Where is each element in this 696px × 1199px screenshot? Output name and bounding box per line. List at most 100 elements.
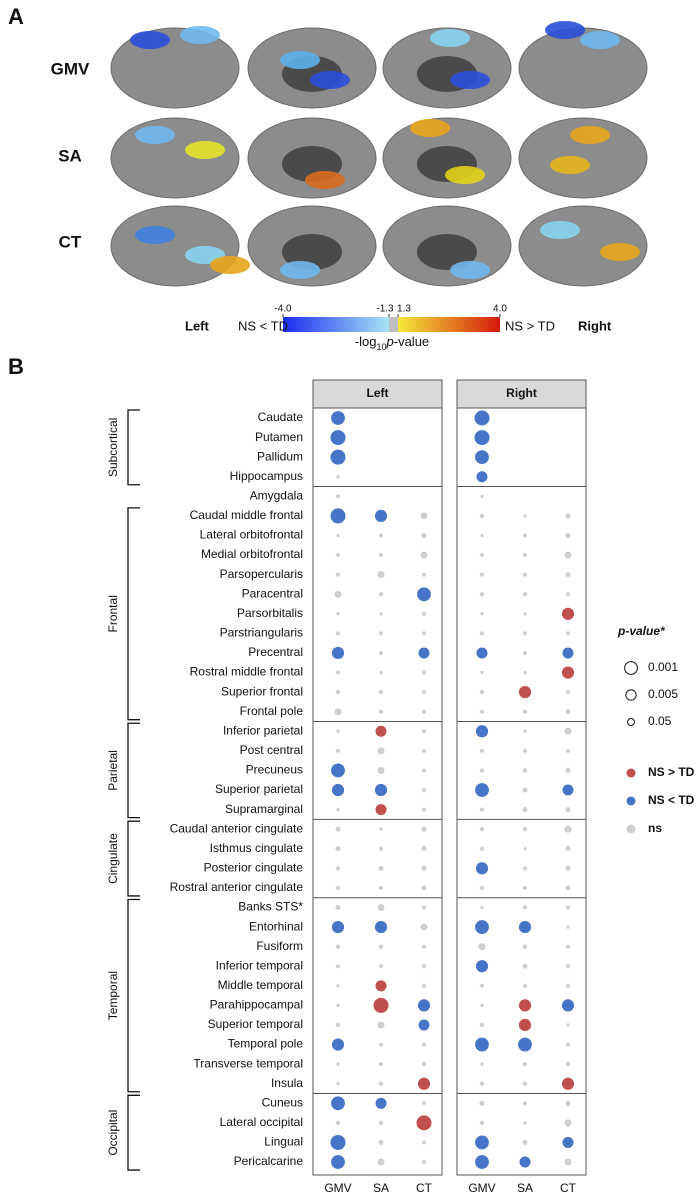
dot [375,804,387,816]
dot [336,1062,340,1066]
dot [480,1003,484,1008]
dot [565,709,571,715]
dot [377,747,385,755]
dot [518,999,532,1012]
dot [562,784,574,796]
legend-class-label: ns [648,821,662,835]
legend-swatch [626,824,636,834]
dot [330,430,346,446]
dot [479,827,485,832]
contrast-label: NS < TD [238,318,288,333]
facet-frame [456,407,587,1176]
dot [475,920,489,934]
dot [565,1042,571,1047]
dot [378,1120,384,1125]
dot [335,964,341,969]
legend-size-label: 0.005 [648,687,678,701]
region-label: Entorhinal [249,919,303,933]
dot [474,410,490,426]
dot [330,1134,346,1150]
dot [336,984,340,988]
dot [421,611,427,616]
dot [421,631,427,636]
dot [374,509,388,523]
dot [421,690,427,695]
group-bracket [127,507,140,721]
colorbar-neg [283,317,389,332]
dot [522,983,528,988]
dot [562,647,574,659]
dot [479,513,485,519]
region-label: Transverse temporal [193,1056,303,1070]
dot [522,827,528,832]
dot [561,999,575,1012]
dot [331,646,345,660]
dot [378,944,384,949]
brain-medial-wall [417,234,477,270]
dot [330,508,346,524]
dot [417,1077,431,1090]
dot [565,865,571,871]
dot [480,533,484,538]
colorbar-title-part: -log [355,334,377,349]
facet-header [312,379,443,409]
brain [110,205,240,287]
dot [522,572,528,577]
dot [379,670,383,675]
brain [518,117,648,199]
dot [377,571,385,579]
dot [336,612,340,616]
dot [518,686,532,699]
facet-frame [312,407,443,1176]
colorbar-title-part: 10 [377,342,387,352]
row-label: CT [59,232,82,251]
dot [479,885,485,891]
dot [375,1097,387,1109]
brain-patch [600,243,640,261]
brain-patch [210,256,250,274]
dot [420,512,428,520]
dot [565,592,571,597]
brain-patch [570,126,610,144]
dot [480,494,484,499]
dot [522,552,528,558]
brain-patch [310,71,350,89]
dot [522,1062,528,1067]
dot [564,1119,572,1127]
dot [522,963,528,969]
dot [420,923,428,931]
dot [374,783,388,797]
group-bracket [127,722,140,819]
dot [418,1019,430,1031]
region-label: Inferior temporal [216,958,303,972]
region-label: Superior temporal [208,1017,303,1031]
dot [335,748,341,753]
x-tick-label: CT [560,1181,577,1195]
dot [564,825,572,833]
group-label: Cingulate [106,833,120,884]
dot [335,904,341,911]
brain-patch [135,126,175,144]
dot [562,1136,574,1148]
region-label: Putamen [255,430,303,444]
legend-swatch [626,796,636,806]
dot [480,612,484,616]
dot [335,494,341,499]
dot [475,1155,489,1169]
dot [378,650,384,656]
brain-patch [280,51,320,69]
region-label: Lateral occipital [220,1115,303,1129]
group-label: Temporal [106,971,120,1020]
dot [522,1139,528,1146]
dot [480,1062,484,1066]
dot [566,1023,570,1027]
legend-size [624,661,638,675]
dot [522,748,528,753]
region-label: Temporal pole [228,1037,304,1051]
region-label: Hippocampus [230,469,303,483]
dot [374,920,388,934]
dot [522,631,528,636]
side-label: Left [185,318,210,333]
dot [479,552,485,558]
region-label: Lateral orbitofrontal [200,528,303,542]
